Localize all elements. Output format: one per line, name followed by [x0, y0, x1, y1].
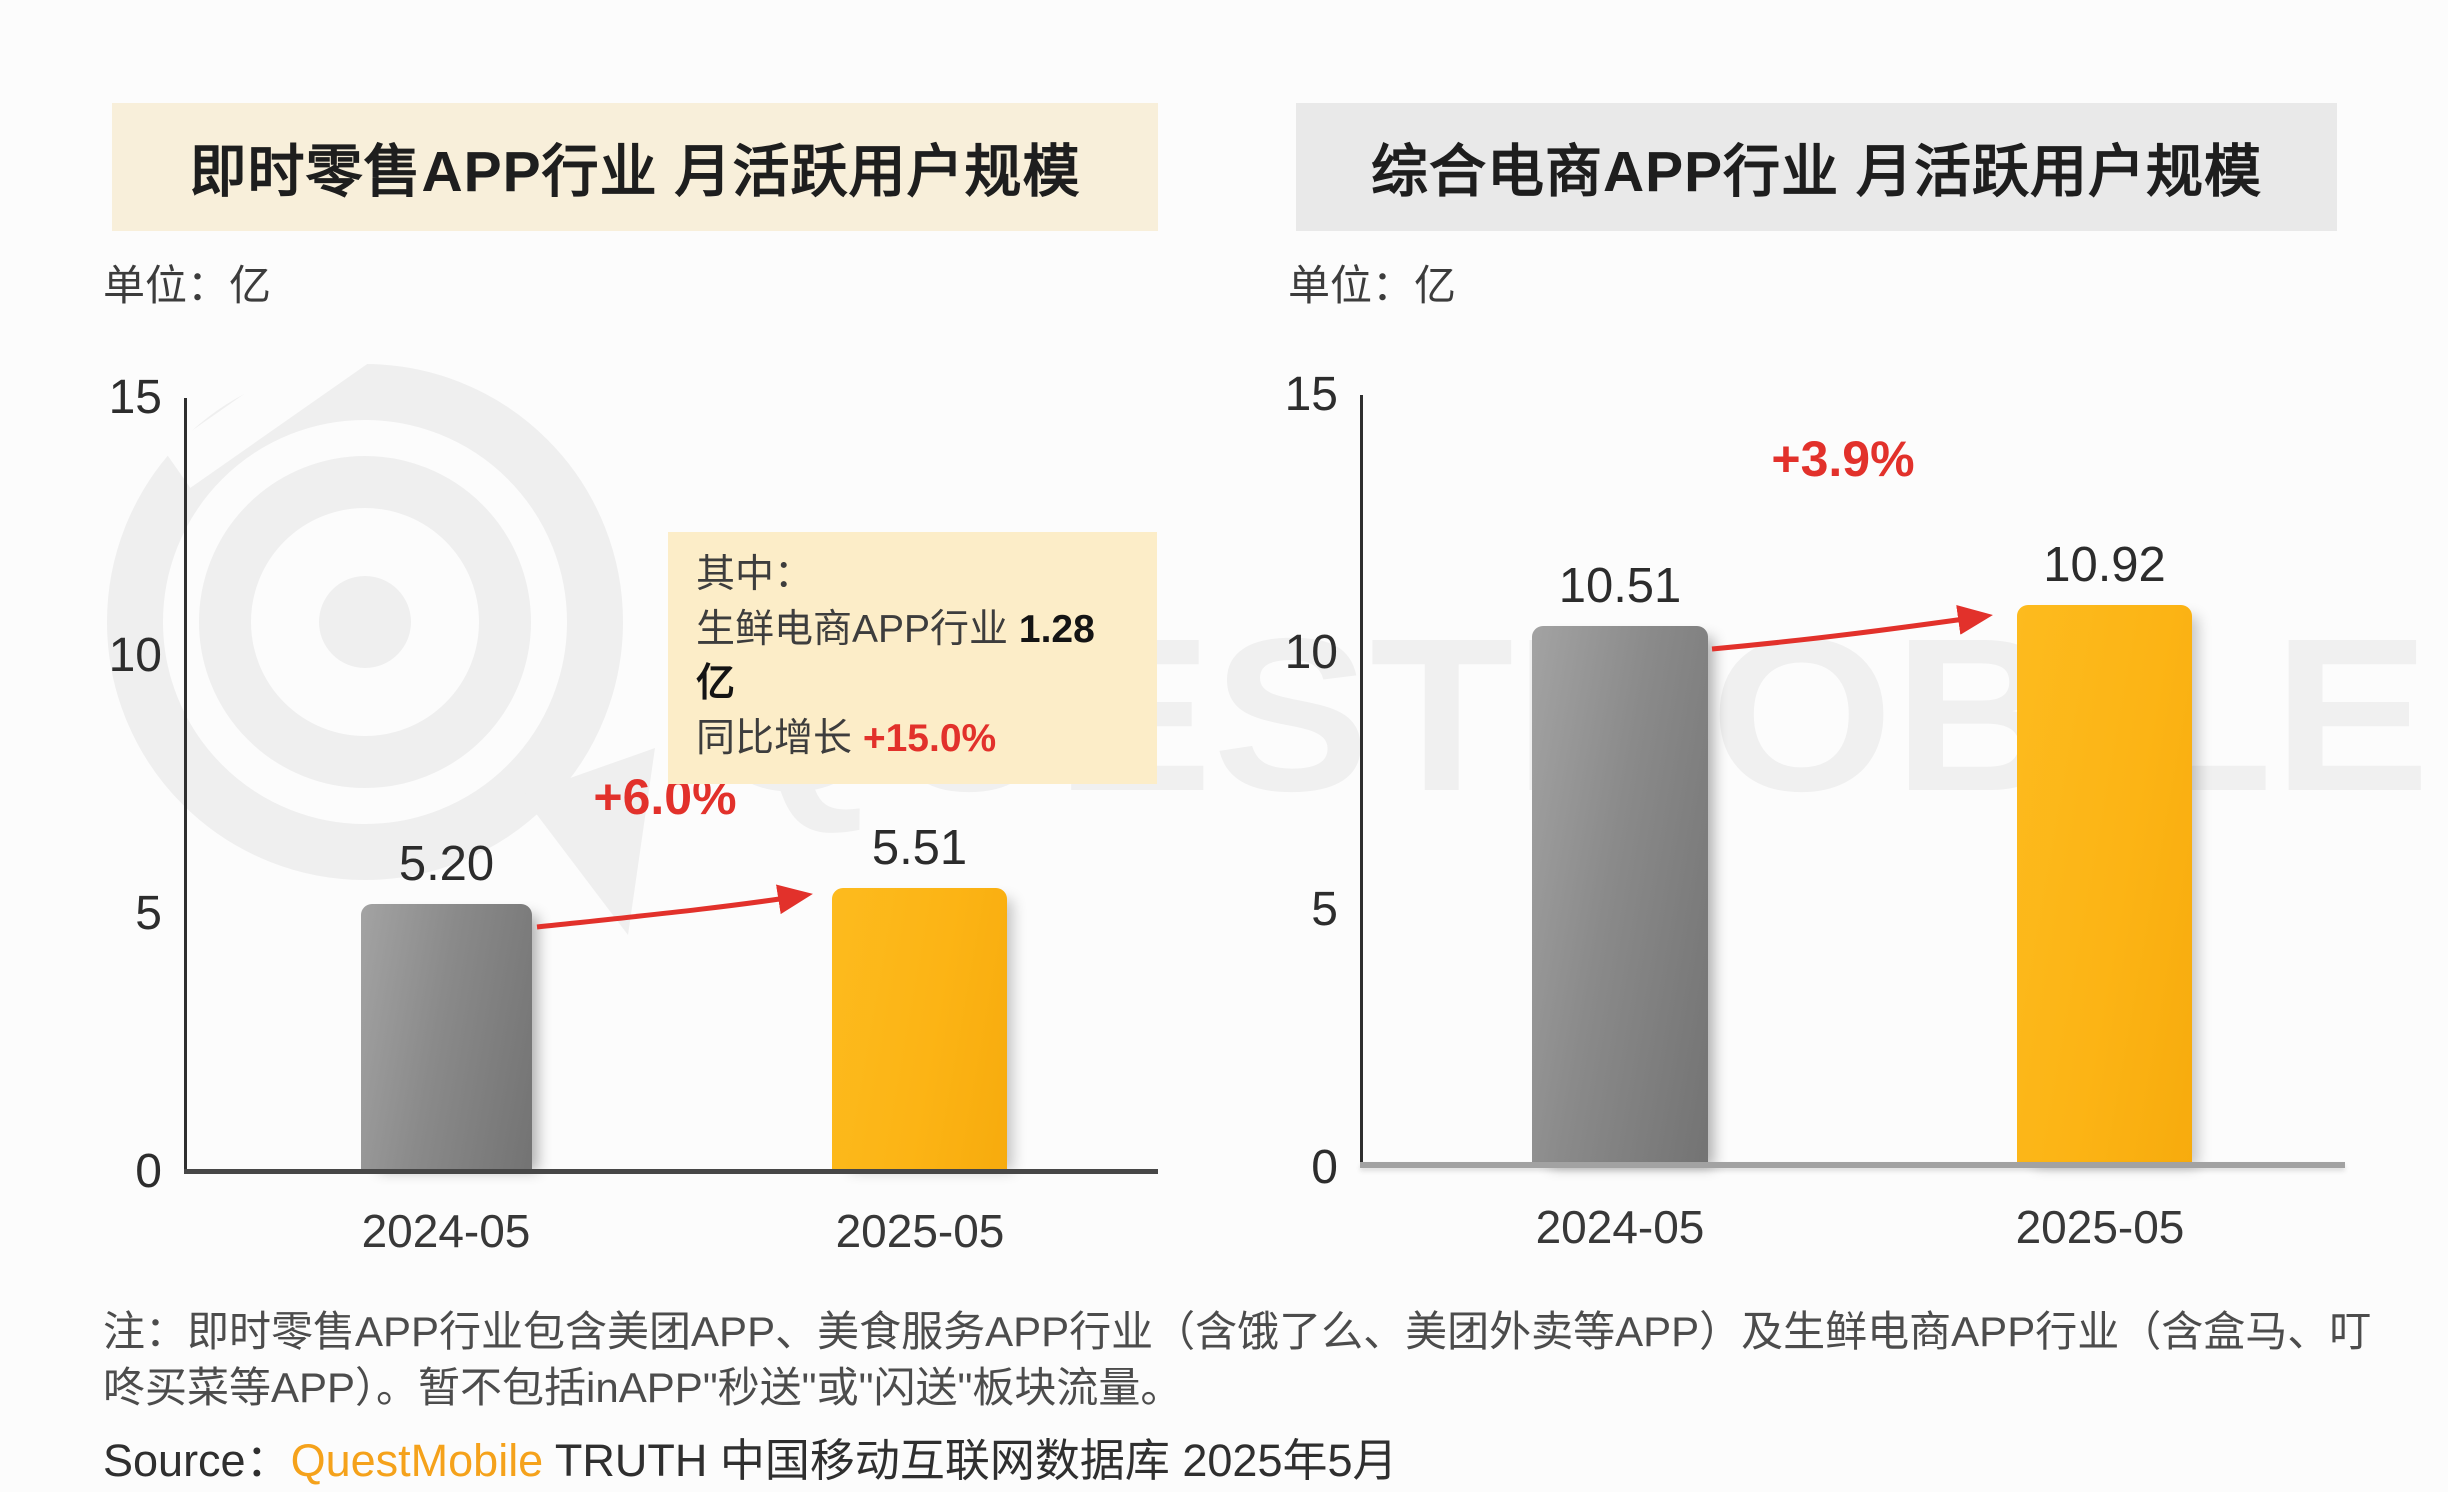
chart1-ytick-0: 0	[135, 1145, 162, 1198]
annotation-line3: 同比增长 +15.0%	[696, 716, 997, 760]
chart1-xlabel-2024: 2024-05	[361, 1205, 531, 1257]
chart2-ytick-0: 0	[1311, 1141, 1338, 1194]
chart2-ytick-5: 5	[1311, 883, 1338, 936]
chart1-ytick-5: 5	[135, 887, 162, 940]
annotation-line2: 生鲜电商APP行业 1.28亿	[696, 607, 1095, 706]
chart1-bar-2025-value: 5.51	[871, 821, 968, 875]
chart2-title: 综合电商APP行业 月活跃用户规模	[1296, 103, 2337, 231]
annotation-line2-value: 1.28亿	[696, 607, 1095, 706]
chart1-ytick-15: 15	[108, 371, 162, 424]
chart1-xlabel-2025: 2025-05	[835, 1205, 1005, 1257]
chart1-x-axis	[184, 1169, 1158, 1174]
annotation-heading: 其中：	[696, 553, 814, 596]
chart1-bar-2024: 5.20	[361, 837, 532, 1172]
chart1-bar-2025: 5.51	[832, 821, 1007, 1172]
chart1-y-axis	[184, 398, 187, 1172]
chart2-bar-2025: 10.92	[2017, 538, 2192, 1168]
chart1-bar-2024-value: 5.20	[398, 837, 495, 891]
chart2-x-axis	[1360, 1162, 2345, 1168]
chart2-y-axis	[1360, 395, 1363, 1166]
chart2-bar-2024-value: 10.51	[1558, 559, 1682, 613]
footnote-line1: 注：即时零售APP行业包含美团APP、美食服务APP行业（含饿了么、美团外卖等A…	[103, 1308, 2372, 1355]
chart2-bar-2024: 10.51	[1532, 559, 1708, 1168]
questmobile-logo-icon	[107, 278, 655, 935]
chart1-annotation-box: 其中： 生鲜电商APP行业 1.28亿 同比增长 +15.0%	[668, 532, 1157, 785]
annotation-line3-value: +15.0%	[862, 716, 997, 760]
source-prefix: Source：	[103, 1435, 291, 1486]
source-line: Source：QuestMobile TRUTH 中国移动互联网数据库 2025…	[103, 1424, 1398, 1489]
chart1-unit-label: 单位：亿	[103, 262, 272, 309]
chart2-xlabel-2025: 2025-05	[2015, 1201, 2185, 1253]
chart2-xlabel-2024: 2024-05	[1535, 1201, 1705, 1253]
chart2-ytick-15: 15	[1284, 368, 1338, 421]
source-brand: QuestMobile	[290, 1435, 544, 1486]
source-suffix: TRUTH 中国移动互联网数据库 2025年5月	[543, 1435, 1398, 1486]
chart2-ytick-10: 10	[1284, 626, 1338, 679]
chart2-bar-2025-value: 10.92	[2043, 538, 2166, 592]
chart2-unit-label: 单位：亿	[1288, 262, 1457, 309]
chart2-growth-label: +3.9%	[1771, 431, 1915, 487]
footnote-line2: 咚买菜等APP）。暂不包括inAPP"秒送"或"闪送"板块流量。	[103, 1364, 1183, 1411]
chart1-title: 即时零售APP行业 月活跃用户规模	[112, 103, 1158, 231]
chart1-ytick-10: 10	[108, 629, 162, 682]
